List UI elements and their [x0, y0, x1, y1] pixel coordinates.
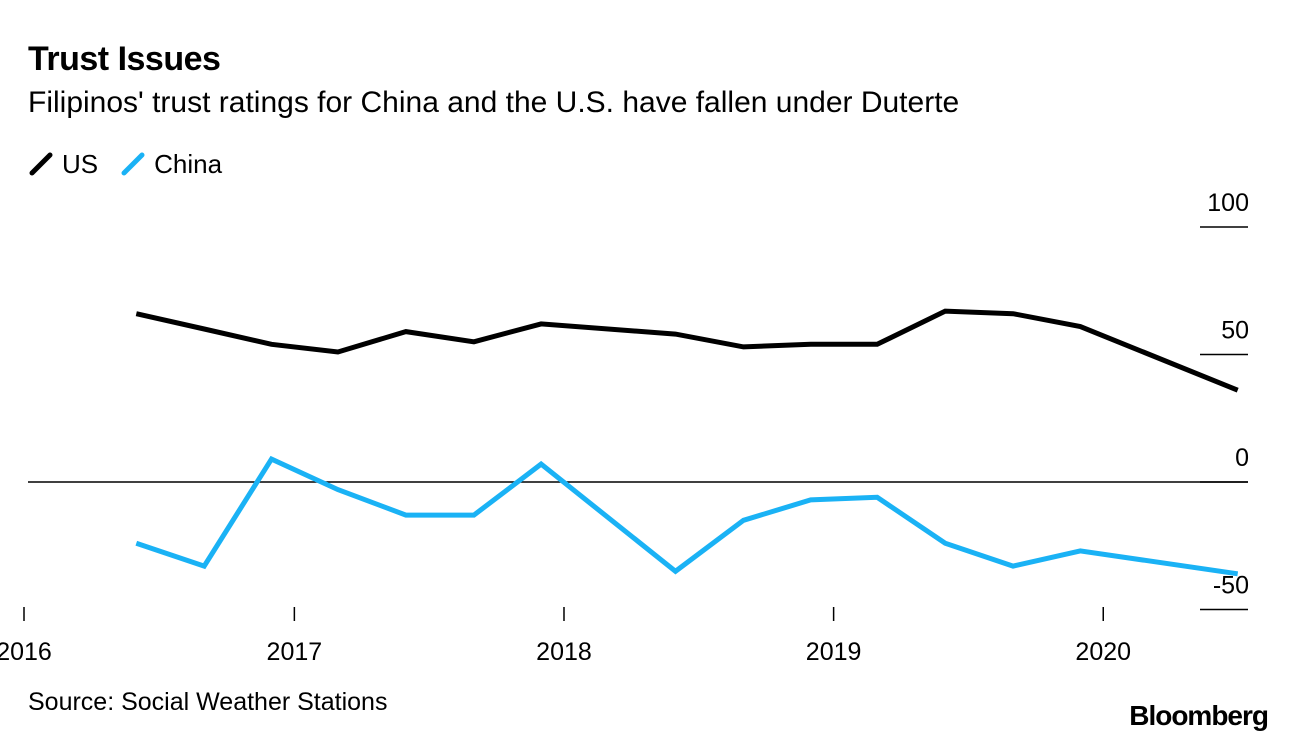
series-line-china — [135, 455, 1239, 577]
y-tick-label: 50 — [1221, 317, 1249, 345]
legend-label-china: China — [154, 148, 223, 179]
x-tick-label: 2020 — [1075, 638, 1131, 666]
y-tick-label: 0 — [1235, 444, 1249, 472]
legend-item-us: US — [28, 149, 98, 180]
x-tick-label: 2017 — [267, 638, 323, 666]
chart-title: Trust Issues — [28, 40, 221, 78]
chart-subtitle: Filipinos' trust ratings for China and t… — [28, 86, 960, 119]
legend-line-china — [121, 152, 145, 176]
legend-line-us — [29, 152, 53, 176]
legend-swatch-us — [29, 152, 53, 176]
legend-label-us: US — [62, 148, 99, 179]
x-tick-label: 2016 — [0, 638, 52, 666]
x-tick-label: 2018 — [536, 638, 592, 666]
legend: US China — [28, 146, 244, 182]
legend-item-china: China — [120, 149, 222, 180]
y-tick-label: -50 — [1213, 572, 1249, 600]
legend-swatch-china — [121, 152, 145, 176]
source-note: Source: Social Weather Stations — [28, 688, 388, 716]
series-line-us — [135, 308, 1239, 393]
y-tick-label: 100 — [1207, 189, 1249, 217]
brand-logo: Bloomberg — [1129, 700, 1269, 731]
x-tick-label: 2019 — [806, 638, 862, 666]
